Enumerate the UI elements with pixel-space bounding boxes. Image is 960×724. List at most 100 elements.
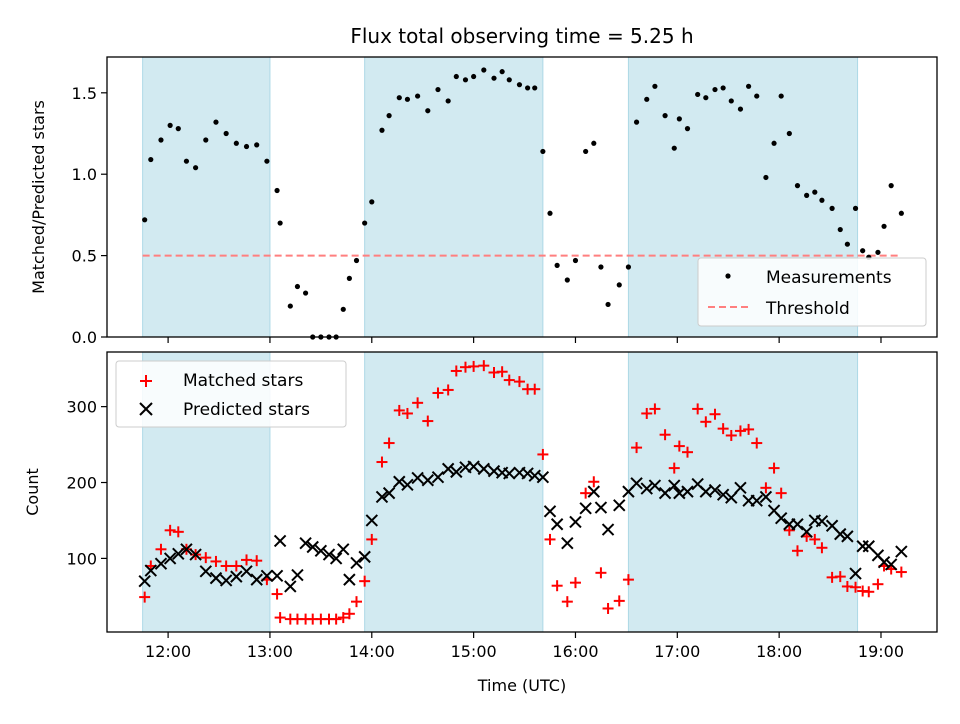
- measurement-point: [644, 96, 650, 102]
- predicted-stars-point: [521, 467, 534, 480]
- legend-measurements-label: Measurements: [766, 268, 892, 288]
- matched-stars-point: [717, 423, 729, 435]
- measurement-point: [499, 69, 505, 75]
- predicted-stars-point: [306, 540, 319, 554]
- measurement-point: [598, 264, 604, 270]
- measurement-point: [860, 248, 866, 254]
- matched-stars-point: [734, 425, 746, 437]
- matched-stars-point: [816, 542, 828, 554]
- measurement-point: [745, 83, 752, 89]
- matched-stars-point: [330, 613, 342, 625]
- predicted-stars-point: [240, 565, 253, 578]
- matched-stars-point: [673, 440, 685, 452]
- matched-stars-point: [351, 596, 363, 608]
- measurement-point: [264, 158, 270, 164]
- matched-stars-point: [468, 360, 480, 372]
- measurement-point: [277, 220, 283, 226]
- predicted-stars-point: [750, 494, 763, 507]
- x-axis-label: Time (UTC): [477, 676, 566, 695]
- legend-bottom-frame: [115, 360, 347, 428]
- matched-stars-point: [337, 612, 349, 624]
- legend-matched-label: Matched stars: [183, 371, 303, 391]
- matched-stars-point: [895, 566, 907, 578]
- predicted-stars-point: [393, 475, 406, 488]
- matched-stars-point: [478, 360, 490, 372]
- predicted-stars-point: [681, 485, 694, 498]
- predicted-stars-point: [834, 527, 847, 541]
- predicted-stars-point: [640, 482, 653, 495]
- matched-stars-point: [343, 608, 355, 620]
- predicted-stars-point: [343, 573, 356, 586]
- measurement-point: [462, 77, 469, 83]
- x-tick-label: 15:00: [451, 642, 497, 661]
- bottom-panel: 100 200 300 12:00 13:00 14:00 15:00 16:00 17:00 1…: [66, 351, 938, 661]
- predicted-stars-point: [411, 471, 424, 485]
- measurement-point: [175, 126, 181, 132]
- predicted-stars-point: [561, 537, 574, 550]
- measurement-point: [662, 113, 668, 119]
- measurement-point: [369, 199, 375, 205]
- legend-measurements-marker: [725, 273, 731, 279]
- measurement-point: [142, 217, 148, 223]
- predicted-stars-point: [270, 569, 284, 583]
- matched-stars-point: [561, 596, 573, 608]
- measurement-point: [445, 98, 451, 104]
- measurement-point: [213, 119, 219, 125]
- predicted-stars-point: [849, 567, 862, 580]
- matched-stars-point: [668, 462, 680, 474]
- measurement-point: [223, 130, 229, 137]
- measurement-point: [778, 93, 784, 99]
- predicted-stars-point: [260, 569, 274, 583]
- predicted-stars-point: [180, 543, 193, 556]
- measurement-point: [728, 98, 734, 104]
- matched-stars-point: [725, 429, 737, 441]
- predicted-stars-point: [467, 460, 480, 473]
- measurement-point: [605, 301, 611, 308]
- matched-stars-point: [432, 387, 444, 399]
- predicted-stars-point: [144, 564, 157, 577]
- measurement-point: [193, 165, 199, 171]
- x-tick-label: 18:00: [756, 642, 802, 661]
- measurement-point: [852, 205, 859, 211]
- matched-stars-point: [412, 397, 424, 409]
- predicted-stars-point: [630, 477, 643, 490]
- measurement-point: [274, 187, 280, 194]
- matched-stars-point: [366, 533, 378, 545]
- matched-stars-point: [580, 487, 592, 499]
- measurement-point: [353, 257, 360, 264]
- top-window-0: [142, 56, 271, 338]
- predicted-stars-point: [668, 479, 681, 492]
- measurement-point: [379, 127, 385, 133]
- matched-stars-point: [442, 384, 454, 396]
- x-tick-label: 13:00: [247, 642, 293, 661]
- measurement-point: [703, 95, 709, 101]
- measurement-point: [481, 67, 487, 73]
- predicted-stars-point: [138, 574, 151, 588]
- measurement-point: [786, 130, 792, 137]
- matched-stars-point: [834, 571, 846, 583]
- measurement-point: [525, 85, 531, 91]
- predicted-stars-point: [587, 485, 601, 498]
- predicted-stars-point: [579, 502, 592, 515]
- legend-top: Measurements Threshold: [697, 257, 927, 327]
- predicted-stars-point: [299, 537, 312, 550]
- matched-stars-point: [659, 429, 671, 441]
- matched-stars-point: [743, 423, 755, 435]
- predicted-stars-point: [708, 483, 722, 497]
- matched-stars-point: [172, 526, 184, 538]
- measurement-point: [804, 192, 810, 198]
- measurement-point: [287, 303, 293, 309]
- predicted-stars-point: [774, 511, 788, 525]
- predicted-stars-point: [503, 467, 516, 480]
- bottom-y-tick-label: 200: [66, 474, 97, 493]
- measurement-point: [720, 85, 726, 91]
- predicted-stars-point: [365, 514, 378, 527]
- predicted-stars-point: [230, 570, 243, 583]
- measurement-point: [362, 220, 368, 226]
- predicted-stars-point: [613, 499, 626, 512]
- measurement-point: [829, 205, 835, 211]
- matched-stars-point: [200, 552, 212, 564]
- matched-stars-point: [496, 366, 508, 378]
- legend-top-frame: [697, 257, 927, 327]
